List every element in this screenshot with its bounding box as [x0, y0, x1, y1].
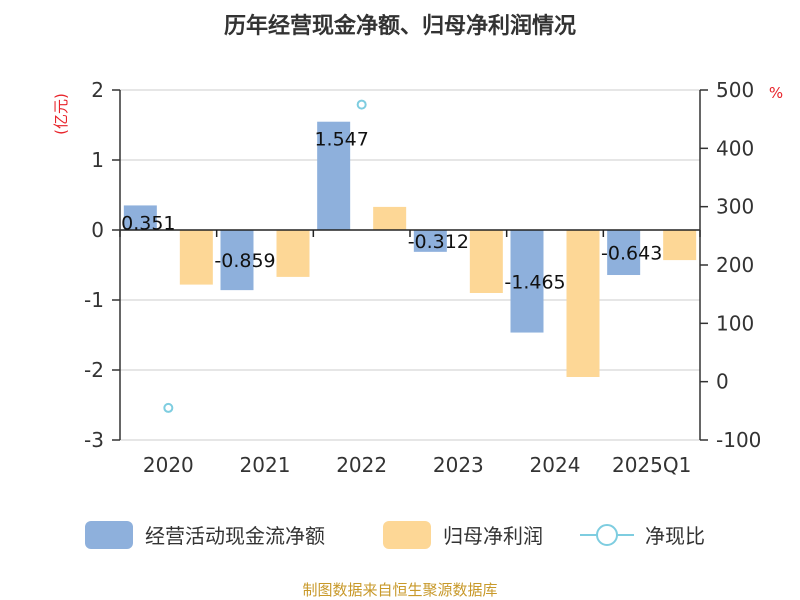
bar-cashflow: [317, 121, 351, 230]
x-axis-tick-label: 2024: [530, 453, 581, 477]
bar-cashflow: [607, 230, 641, 276]
data-label-cashflow: 1.547: [314, 129, 368, 151]
point-cash-ratio: [163, 402, 174, 413]
left-axis-tick-label: -1: [84, 288, 104, 312]
bar-cashflow: [510, 230, 544, 333]
left-axis-tick-label: -3: [84, 428, 104, 452]
scatter-points: [163, 99, 367, 413]
legend-swatch-net-profit: [383, 521, 431, 549]
bar-net-profit: [566, 230, 600, 377]
right-axis-tick-label: 300: [716, 195, 754, 219]
left-axis-tick-label: -2: [84, 358, 104, 382]
left-axis-tick-label: 0: [91, 218, 104, 242]
left-axis-tick-label: 1: [91, 148, 104, 172]
legend-label-cash-ratio: 净现比: [645, 524, 705, 548]
data-label-cashflow: -0.859: [214, 250, 275, 272]
grid-lines: [120, 89, 700, 441]
bar-net-profit: [276, 230, 310, 277]
right-axis-unit: %: [769, 84, 783, 102]
right-axis-tick-label: 400: [716, 136, 754, 160]
legend-label-net-profit: 归母净利润: [443, 524, 543, 548]
bar-net-profit: [663, 230, 697, 261]
bar-net-profit: [179, 230, 213, 285]
x-axis-tick-label: 2022: [336, 453, 387, 477]
axes: 2 1 0 -1 -2 -3 500 400 300 200 100 0 -100 2020 2021 202…: [84, 78, 761, 477]
data-label-cashflow: -0.643: [601, 243, 662, 265]
x-axis-tick-label: 2021: [240, 453, 291, 477]
right-axis-tick-label: 200: [716, 253, 754, 277]
left-axis-unit: (亿元): [52, 93, 70, 135]
right-axis-tick-label: 100: [716, 311, 754, 335]
right-axis-tick-label: -100: [716, 428, 761, 452]
data-label-cashflow: -1.465: [504, 271, 565, 293]
bar-net-profit: [373, 206, 407, 230]
bar-cashflow: [413, 230, 447, 252]
bar-net-profit: [469, 230, 503, 293]
bar-cashflow: [220, 230, 254, 291]
legend-swatch-cashflow: [85, 521, 133, 549]
data-labels: 0.351 -0.859 1.547 -0.312 -1.465 -0.643: [121, 129, 662, 294]
data-source: 制图数据来自恒生聚源数据库: [302, 581, 497, 599]
legend-label-cashflow: 经营活动现金流净额: [145, 524, 325, 548]
x-axis-tick-label: 2020: [143, 453, 194, 477]
bar-cashflow: [123, 205, 157, 230]
legend-marker-cash-ratio: [596, 524, 618, 546]
chart-title: 历年经营现金净额、归母净利润情况: [224, 13, 576, 39]
legend: 经营活动现金流净额 归母净利润 净现比: [85, 521, 705, 549]
right-axis-tick-label: 500: [716, 78, 754, 102]
legend-item-cashflow[interactable]: 经营活动现金流净额: [85, 521, 325, 549]
right-axis-tick-label: 0: [716, 370, 729, 394]
x-axis-tick-label: 2025Q1: [612, 453, 691, 477]
legend-item-cash-ratio[interactable]: 净现比: [580, 524, 705, 548]
x-axis-tick-label: 2023: [433, 453, 484, 477]
left-axis-tick-label: 2: [91, 78, 104, 102]
data-label-cashflow: 0.351: [121, 212, 175, 234]
bars: [123, 121, 697, 377]
point-cash-ratio: [356, 99, 367, 110]
data-label-cashflow: -0.312: [408, 231, 469, 253]
legend-item-net-profit[interactable]: 归母净利润: [383, 521, 543, 549]
